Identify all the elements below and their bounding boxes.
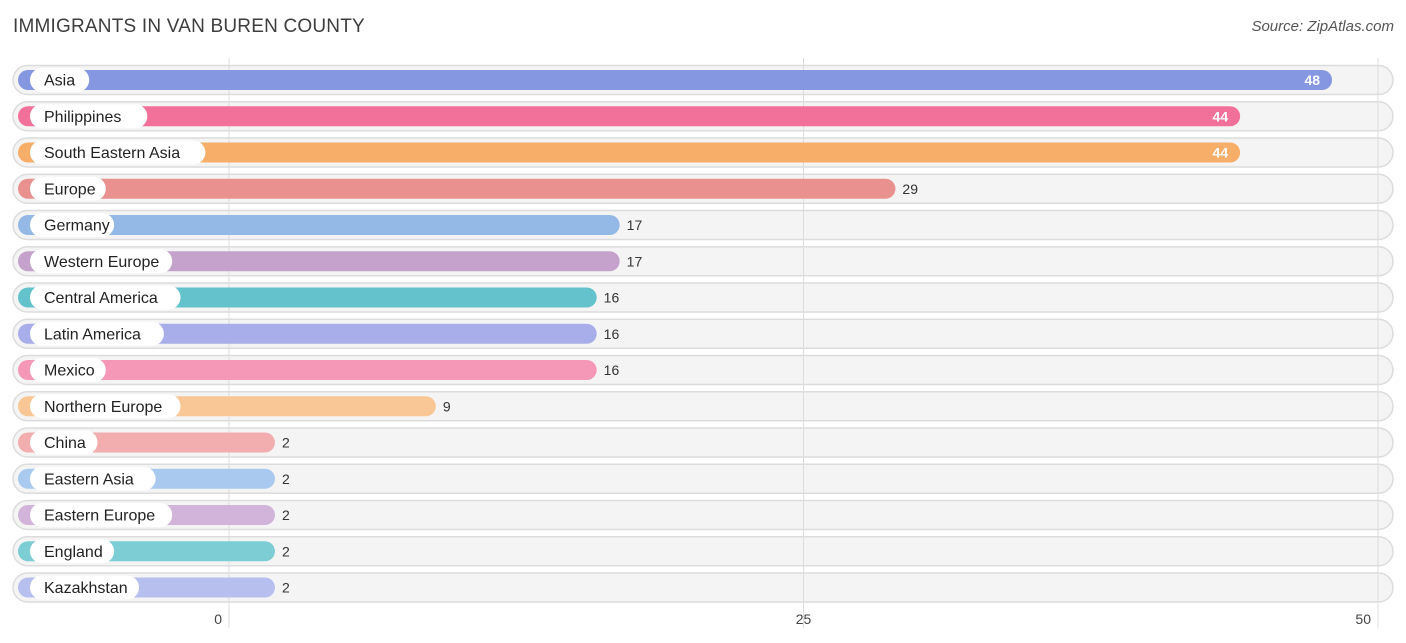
bar[interactable] — [18, 215, 620, 235]
row-background — [12, 572, 1394, 603]
bar-value-label: 16 — [604, 290, 620, 306]
bar-label-pill — [30, 394, 181, 419]
bar-label: Philippines — [44, 109, 121, 126]
bar-label: Germany — [44, 218, 110, 235]
bar-label: Eastern Europe — [44, 508, 155, 525]
bar-label-pill — [30, 358, 106, 382]
bar-value-label: 2 — [282, 580, 290, 596]
bar-label: Eastern Asia — [44, 471, 134, 488]
row-background — [12, 499, 1394, 531]
bar-value-label: 44 — [1213, 108, 1229, 124]
bar-label: Kazakhstan — [44, 580, 128, 597]
row-background — [12, 463, 1394, 494]
bar[interactable] — [18, 142, 1241, 163]
bar-label-pill — [30, 503, 173, 527]
bar-value-label: 17 — [627, 253, 643, 269]
bar-label-pill — [30, 140, 206, 165]
bar-value-label: 29 — [902, 181, 918, 197]
bar-label: Western Europe — [44, 254, 159, 271]
bar-value-label: 48 — [1304, 72, 1320, 88]
chart-title: IMMIGRANTS IN VAN BUREN COUNTY — [13, 16, 365, 37]
bar-label: Central America — [44, 290, 158, 307]
chart-source: Source: ZipAtlas.com — [1251, 18, 1394, 35]
bar-value-label: 9 — [443, 398, 451, 414]
bar-label: Asia — [44, 73, 75, 90]
bar[interactable] — [18, 178, 896, 199]
bar-label: Northern Europe — [44, 399, 162, 416]
bar-label: England — [44, 544, 103, 561]
x-tick-label: 25 — [796, 611, 812, 627]
bar-label-pill — [30, 176, 106, 201]
bar[interactable] — [18, 70, 1333, 90]
bar-value-label: 2 — [282, 543, 290, 559]
bar-label-pill — [30, 430, 98, 455]
bar-value-label: 2 — [282, 507, 290, 523]
bar-label-pill — [30, 321, 164, 346]
bar-value-label: 2 — [282, 471, 290, 487]
bar-value-label: 16 — [604, 326, 620, 342]
bar-value-label: 17 — [627, 217, 643, 233]
bar-label: China — [44, 435, 86, 452]
bar-label: Latin America — [44, 326, 141, 343]
bar-label-pill — [30, 249, 173, 274]
bar-value-label: 16 — [604, 362, 620, 378]
bar[interactable] — [18, 106, 1241, 127]
bar-label-pill — [30, 104, 148, 129]
row-background — [12, 427, 1394, 458]
bar-label: South Eastern Asia — [44, 145, 180, 162]
x-tick-label: 50 — [1355, 611, 1371, 627]
bar-label-pill — [30, 285, 181, 310]
bar-label: Europe — [44, 181, 96, 198]
bar-label-pill — [30, 68, 90, 92]
bar-label-pill — [30, 575, 139, 600]
bar[interactable] — [18, 360, 597, 380]
bar-value-label: 44 — [1213, 145, 1229, 161]
bar-label: Mexico — [44, 363, 95, 380]
row-background — [12, 536, 1394, 567]
bar-value-label: 2 — [282, 435, 290, 451]
bar-label-pill — [30, 539, 115, 564]
bar-label-pill — [30, 213, 115, 237]
bar-label-pill — [30, 466, 156, 491]
x-tick-label: 0 — [214, 611, 222, 627]
